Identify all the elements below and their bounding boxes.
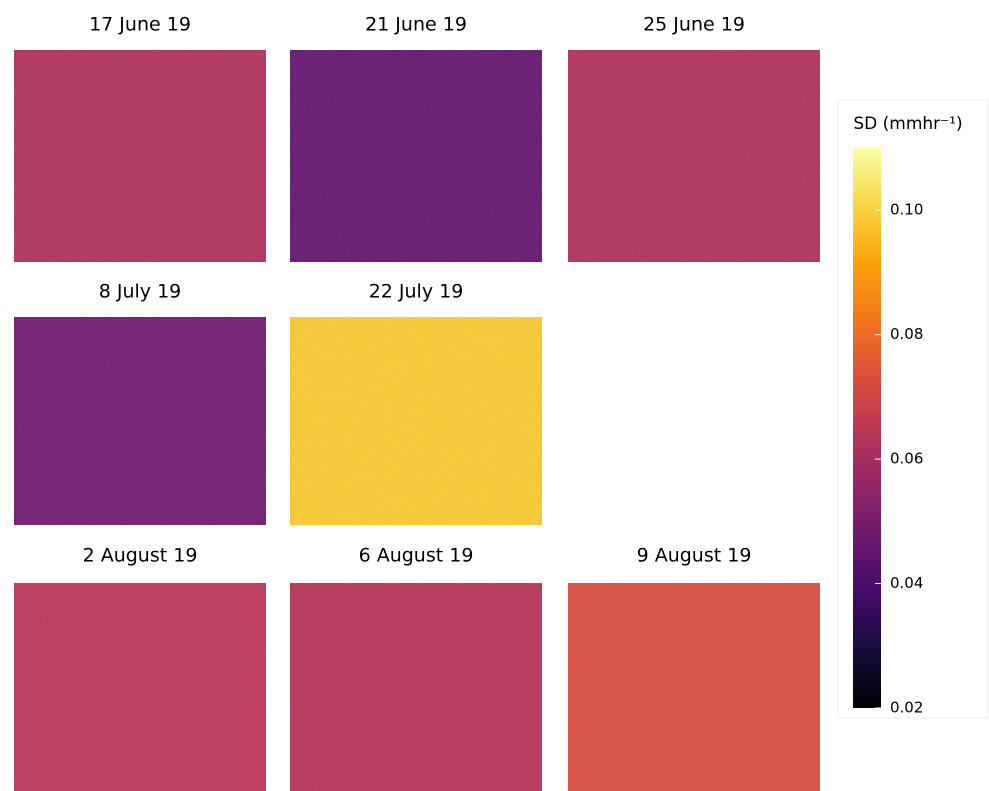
figure: SD (mmhr⁻¹) 0.02 0.04 0.06 0.08 0.10 17 June … — [0, 0, 989, 791]
panel-title: 8 July 19 — [99, 281, 182, 303]
panel-texture — [568, 583, 820, 791]
colorbar-label: SD (mmhr⁻¹) — [853, 114, 962, 134]
panel-texture — [14, 583, 266, 791]
panel-texture — [14, 50, 266, 262]
panel-title: 9 August 19 — [637, 545, 752, 567]
colorbar-tick-label: 0.10 — [890, 201, 923, 219]
panel-title: 22 July 19 — [369, 281, 464, 303]
panel-texture — [290, 583, 542, 791]
panel-texture — [568, 50, 820, 262]
colorbar-tick-label: 0.08 — [890, 325, 923, 343]
panel-texture — [290, 317, 542, 525]
colorbar — [853, 148, 881, 708]
panel-title: 2 August 19 — [83, 545, 198, 567]
colorbar-tick-label: 0.04 — [890, 574, 923, 592]
panel-title: 17 June 19 — [89, 14, 191, 36]
panel-title: 25 June 19 — [643, 14, 745, 36]
colorbar-tick-label: 0.06 — [890, 450, 923, 468]
panel-title: 6 August 19 — [359, 545, 474, 567]
colorbar-tick-label: 0.02 — [890, 699, 923, 717]
panel-texture — [14, 317, 266, 525]
panel-title: 21 June 19 — [365, 14, 467, 36]
panel-texture — [290, 50, 542, 262]
